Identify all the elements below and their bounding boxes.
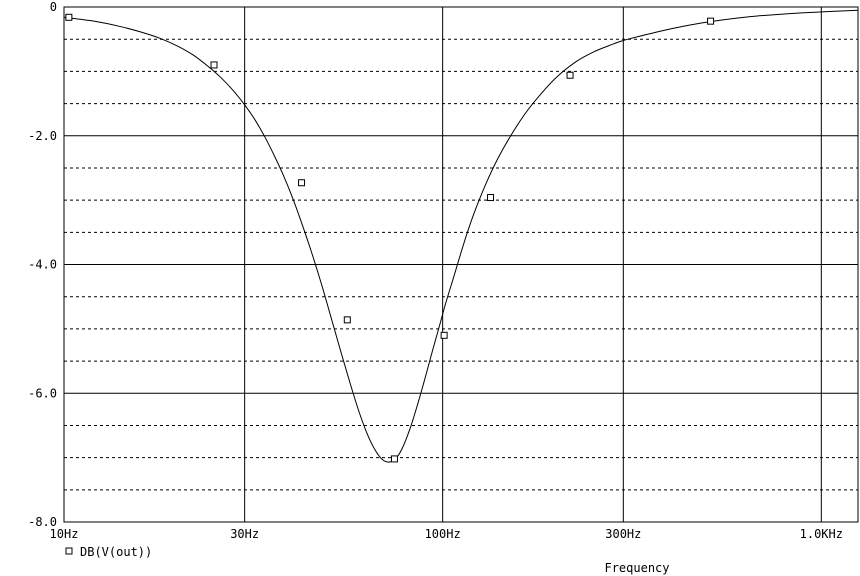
series-marker	[298, 179, 306, 187]
legend-marker-square	[65, 547, 73, 555]
series-line-db-vout	[63, 9, 859, 463]
series-marker	[487, 194, 495, 202]
series-marker	[390, 455, 398, 463]
y-tick-label: -4.0	[28, 258, 57, 272]
legend: DB(V(out))	[65, 545, 152, 559]
grid-minor	[64, 38, 858, 491]
plot-frame	[63, 6, 859, 523]
y-axis-ticks: 0 -2.0 -4.0 -6.0 -8.0	[28, 0, 57, 529]
x-tick-label: 10Hz	[50, 527, 79, 541]
y-tick-label: 0	[50, 0, 57, 14]
x-tick-label: 300Hz	[605, 527, 641, 541]
x-axis-label: Frequency	[604, 561, 669, 575]
series-marker	[343, 316, 351, 324]
x-tick-label: 30Hz	[230, 527, 259, 541]
series-markers	[65, 13, 715, 463]
series-marker	[707, 17, 715, 25]
x-tick-label: 1.0KHz	[800, 527, 843, 541]
series-marker	[65, 13, 73, 21]
x-axis-ticks: 10Hz 30Hz 100Hz 300Hz 1.0KHz	[50, 527, 843, 541]
series-marker	[566, 71, 574, 79]
y-tick-label: -2.0	[28, 129, 57, 143]
y-tick-label: -6.0	[28, 386, 57, 400]
series-marker	[440, 331, 448, 339]
x-tick-label: 100Hz	[425, 527, 461, 541]
legend-label: DB(V(out))	[80, 545, 152, 559]
series-marker	[210, 61, 218, 69]
y-tick-label: -8.0	[28, 515, 57, 529]
